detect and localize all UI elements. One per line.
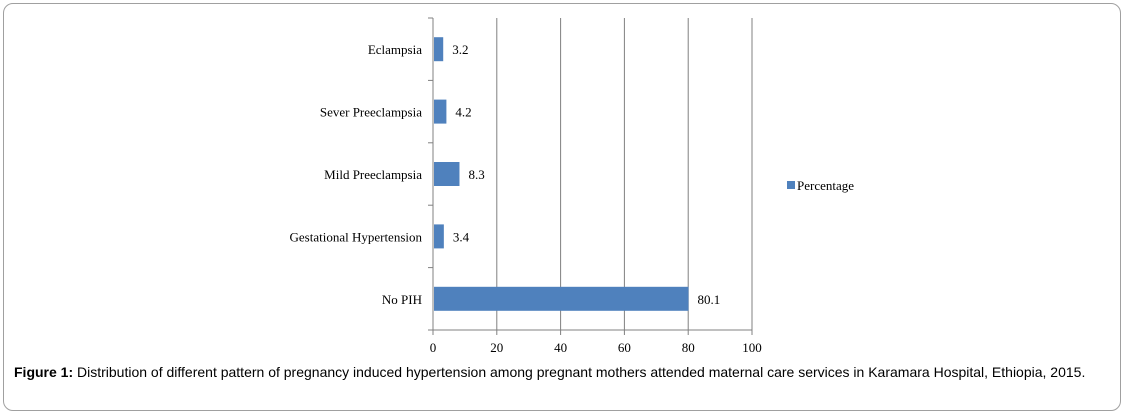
legend-swatch: [787, 181, 795, 189]
data-label: 4.2: [455, 105, 471, 120]
data-label: 8.3: [468, 167, 484, 182]
caption-text: Distribution of different pattern of pre…: [73, 364, 1086, 380]
caption-label: Figure 1:: [14, 364, 74, 380]
bar: [434, 99, 447, 124]
data-label: 80.1: [698, 292, 721, 307]
x-tick-label: 80: [682, 340, 695, 355]
bar: [434, 162, 460, 186]
figure-caption: Figure 1: Distribution of different patt…: [14, 364, 1114, 381]
x-tick-label: 20: [490, 340, 503, 355]
legend-label: Percentage: [797, 178, 854, 193]
category-label: Gestational Hypertension: [290, 229, 423, 244]
x-tick-label: 40: [554, 340, 567, 355]
bar: [434, 286, 689, 311]
category-label: Mild Preeclampsia: [324, 167, 422, 182]
bar: [434, 224, 444, 249]
data-label: 3.4: [453, 229, 470, 244]
x-tick-label: 100: [742, 340, 762, 355]
data-label: 3.2: [452, 42, 468, 57]
bar: [434, 37, 444, 62]
x-tick-label: 0: [430, 340, 437, 355]
category-label: Eclampsia: [368, 42, 422, 57]
category-label: No PIH: [382, 292, 422, 307]
x-tick-label: 60: [618, 340, 631, 355]
category-label: Sever Preeclampsia: [320, 105, 422, 120]
figure-frame: [3, 3, 1121, 411]
